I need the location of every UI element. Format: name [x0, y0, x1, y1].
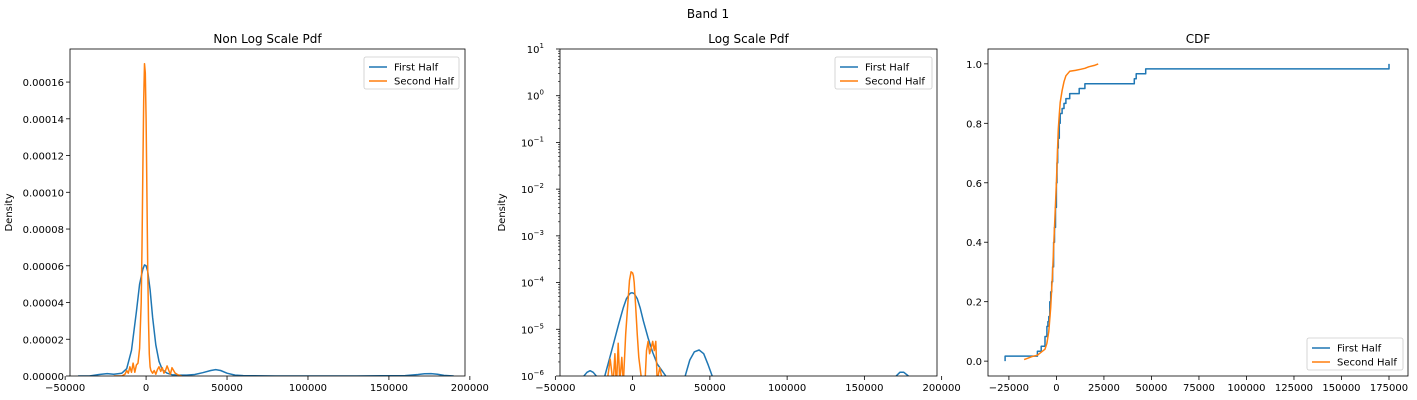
- legend-entry: First Half: [1337, 344, 1382, 355]
- y-tick-label: 0.2: [966, 298, 982, 309]
- y-axis-label: Density: [497, 193, 508, 231]
- legend-entry: Second Half: [1337, 358, 1397, 369]
- series-line-first-half: [583, 369, 597, 376]
- series-line-second-half: [1023, 63, 1099, 361]
- figure-title: Band 1: [687, 7, 729, 21]
- legend-box: [1306, 337, 1404, 371]
- series-line-first-half: [895, 371, 909, 376]
- y-tick-label: 0.00002: [23, 335, 64, 346]
- legend-entry: Second Half: [865, 77, 925, 88]
- x-tick-label: 0: [629, 383, 635, 394]
- x-tick-label: 200000: [923, 383, 961, 394]
- y-tick-label: 0.00006: [23, 262, 64, 273]
- plot-frame: [987, 48, 1409, 377]
- y-tick-label: 0.8: [966, 119, 982, 130]
- legend-box: [834, 56, 933, 90]
- x-tick-label: 0: [1053, 383, 1059, 394]
- legend-entry: First Half: [394, 63, 439, 74]
- x-tick-label: 200000: [451, 383, 489, 394]
- series-line-first-half: [78, 264, 454, 376]
- y-tick-label: 10−2: [521, 182, 544, 196]
- x-tick-label: 150000: [370, 383, 408, 394]
- x-tick-label: 0: [143, 383, 149, 394]
- series-line-first-half: [604, 292, 667, 376]
- x-tick-label: 75000: [1183, 383, 1215, 394]
- x-tick-label: 175000: [1370, 383, 1408, 394]
- chart-title: Non Log Scale Pdf: [213, 32, 322, 46]
- y-tick-label: 10−6: [521, 369, 545, 383]
- series-line-second-half: [616, 342, 621, 376]
- legend: First Half Second Half: [1306, 337, 1404, 371]
- chart-title: Log Scale Pdf: [708, 32, 789, 46]
- y-tick-label: 0.00016: [23, 78, 64, 89]
- series-line-first-half: [684, 349, 713, 376]
- x-tick-label: 150000: [845, 383, 883, 394]
- x-tick-label: −50000: [535, 383, 575, 394]
- y-tick-label: 0.00004: [23, 299, 64, 310]
- x-tick-label: 50000: [1136, 383, 1168, 394]
- y-tick-label: 10−5: [521, 322, 544, 336]
- chart-panel-cdf: CDF −25000 0 25000 50000 75000 100000 125000 150…: [966, 32, 1409, 394]
- series-line-second-half: [619, 356, 624, 376]
- y-tick-label: 10−4: [521, 276, 545, 290]
- plot-frame: [559, 48, 938, 377]
- chart-panel-non-log-pdf: Non Log Scale Pdf Density −50000 0 50000 1000…: [4, 32, 489, 394]
- y-tick-label: 0.00000: [23, 372, 64, 383]
- series-line-second-half: [622, 271, 642, 376]
- chart-panel-log-pdf: Log Scale Pdf Density −50000 0 50000 100000 15…: [497, 32, 961, 394]
- x-tick-label: 100000: [768, 383, 806, 394]
- x-tick-label: 50000: [211, 383, 243, 394]
- y-tick-label: 0.00008: [23, 225, 64, 236]
- plot-frame: [69, 48, 466, 377]
- legend: First Half Second Half: [363, 56, 460, 90]
- x-tick-label: 100000: [289, 383, 327, 394]
- chart-title: CDF: [1186, 32, 1211, 46]
- series-line-second-half: [607, 358, 613, 376]
- series-line-second-half: [644, 340, 658, 376]
- x-tick-label: 25000: [1088, 383, 1120, 394]
- y-tick-label: 101: [527, 42, 544, 56]
- series-line-second-half: [657, 367, 663, 376]
- y-tick-label: 0.0: [966, 357, 982, 368]
- y-tick-label: 0.00010: [23, 188, 64, 199]
- y-tick-label: 10−3: [521, 229, 544, 243]
- legend: First Half Second Half: [834, 56, 933, 90]
- series-line-second-half: [612, 352, 617, 376]
- x-tick-label: −25000: [989, 383, 1029, 394]
- x-tick-label: −50000: [45, 383, 85, 394]
- series-line-first-half: [1004, 63, 1390, 362]
- y-tick-label: 1.0: [966, 60, 982, 71]
- y-tick-label: 0.4: [966, 238, 982, 249]
- x-tick-label: 150000: [1322, 383, 1360, 394]
- x-tick-label: 100000: [1227, 383, 1265, 394]
- legend-box: [363, 56, 460, 90]
- x-tick-label: 50000: [694, 383, 726, 394]
- series-line-second-half: [113, 62, 182, 376]
- legend-entry: First Half: [865, 63, 910, 74]
- y-tick-label: 0.00012: [23, 152, 64, 163]
- y-axis-label: Density: [4, 193, 15, 231]
- legend-entry: Second Half: [394, 77, 454, 88]
- y-tick-label: 0.6: [966, 179, 982, 190]
- y-tick-label: 0.00014: [23, 115, 64, 126]
- y-tick-label: 10−1: [521, 135, 544, 149]
- y-tick-label: 100: [527, 89, 544, 103]
- x-tick-label: 125000: [1275, 383, 1313, 394]
